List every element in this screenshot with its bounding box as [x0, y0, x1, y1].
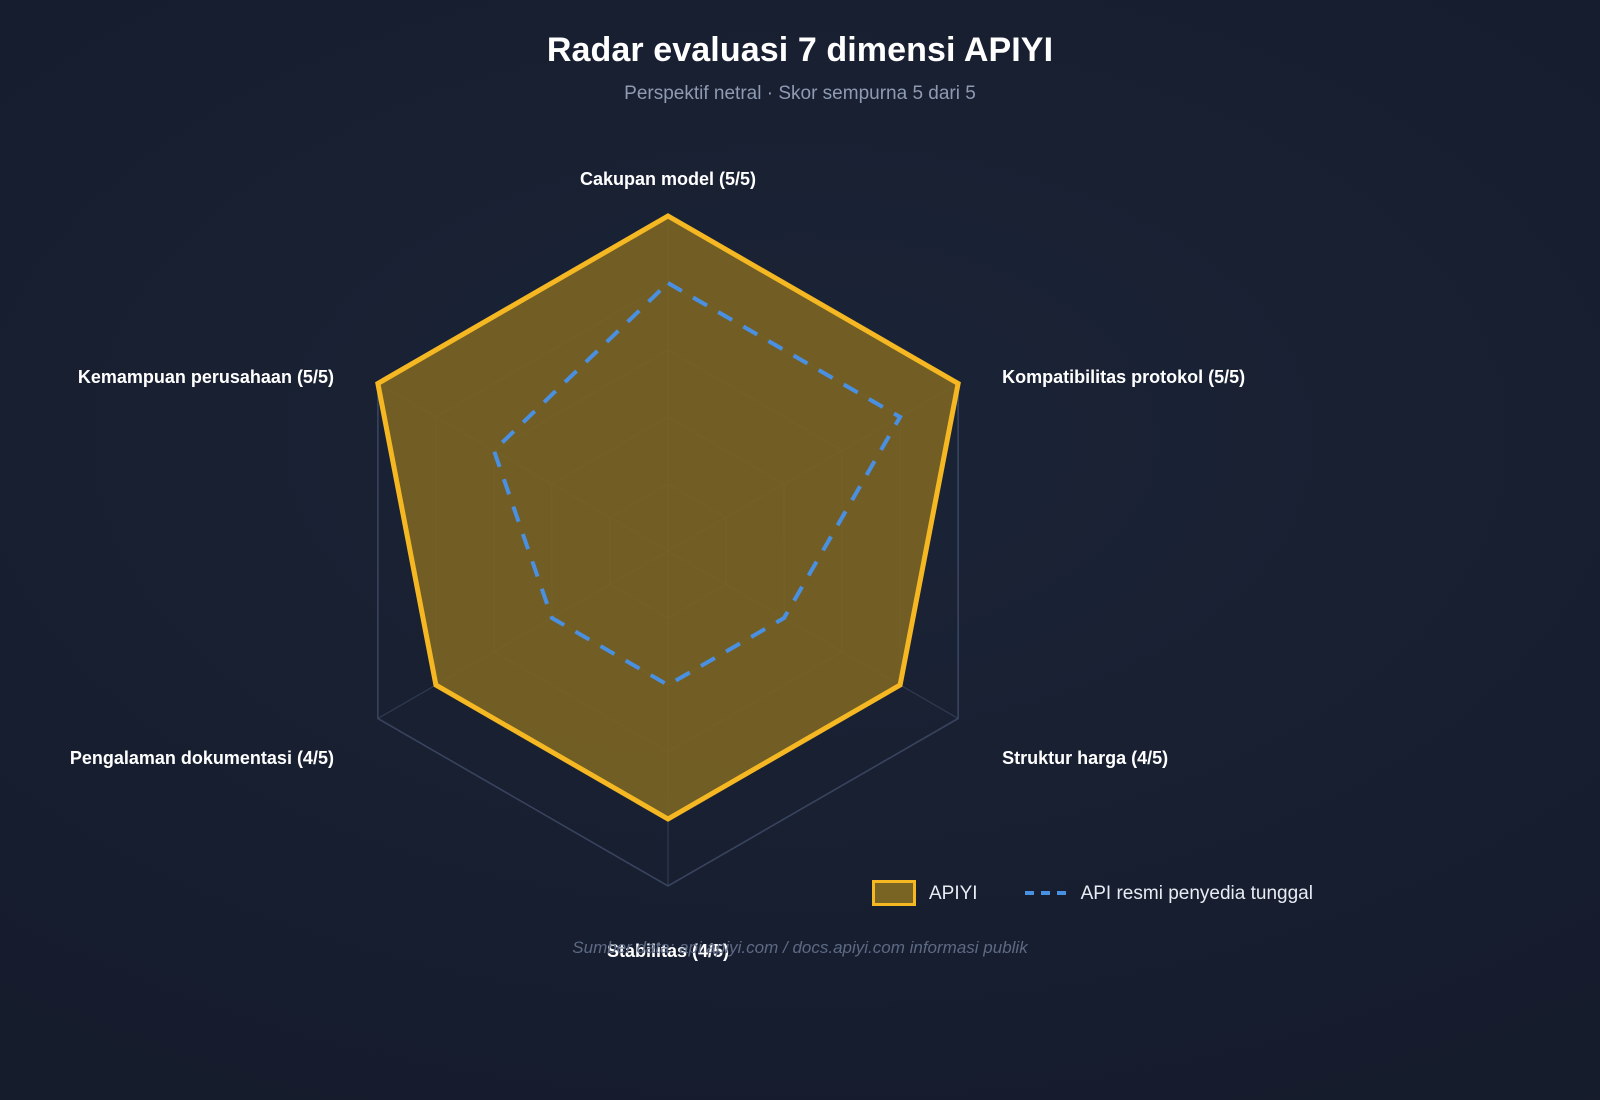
- source-note: Sumber data: api.apiyi.com / docs.apiyi.…: [572, 938, 1028, 957]
- filled-square-swatch-icon: [872, 880, 916, 906]
- legend-label: API resmi penyedia tunggal: [1080, 882, 1313, 904]
- chart-header: Radar evaluasi 7 dimensi APIYI Perspekti…: [0, 30, 1600, 106]
- legend-item-apiyi[interactable]: APIYI: [872, 880, 978, 906]
- radar-axis-label: Cakupan model (5/5): [580, 169, 757, 189]
- chart-subtitle: Perspektif netral · Skor sempurna 5 dari…: [624, 82, 976, 104]
- radar-axis-label: Kemampuan perusahaan (5/5): [77, 366, 334, 387]
- legend-label: APIYI: [929, 882, 978, 904]
- dashed-line-swatch-icon: [1024, 880, 1068, 906]
- radar-axis-label: Struktur harga (4/5): [1002, 747, 1169, 768]
- page-title: Radar evaluasi 7 dimensi APIYI: [546, 31, 1054, 69]
- radar-axis-label: Stabilitas (4/5): [607, 941, 730, 961]
- radar-series-polygon: [375, 213, 961, 822]
- radar-series-polygon: [491, 280, 903, 688]
- radar-axis-label: Kompatibilitas protokol (5/5): [1002, 366, 1246, 387]
- legend-item-official-api[interactable]: API resmi penyedia tunggal: [1024, 880, 1313, 906]
- radar-series: [375, 213, 961, 822]
- radar-axis-label: Pengalaman dokumentasi (4/5): [69, 747, 334, 768]
- chart-legend: APIYI API resmi penyedia tunggal: [872, 880, 1313, 906]
